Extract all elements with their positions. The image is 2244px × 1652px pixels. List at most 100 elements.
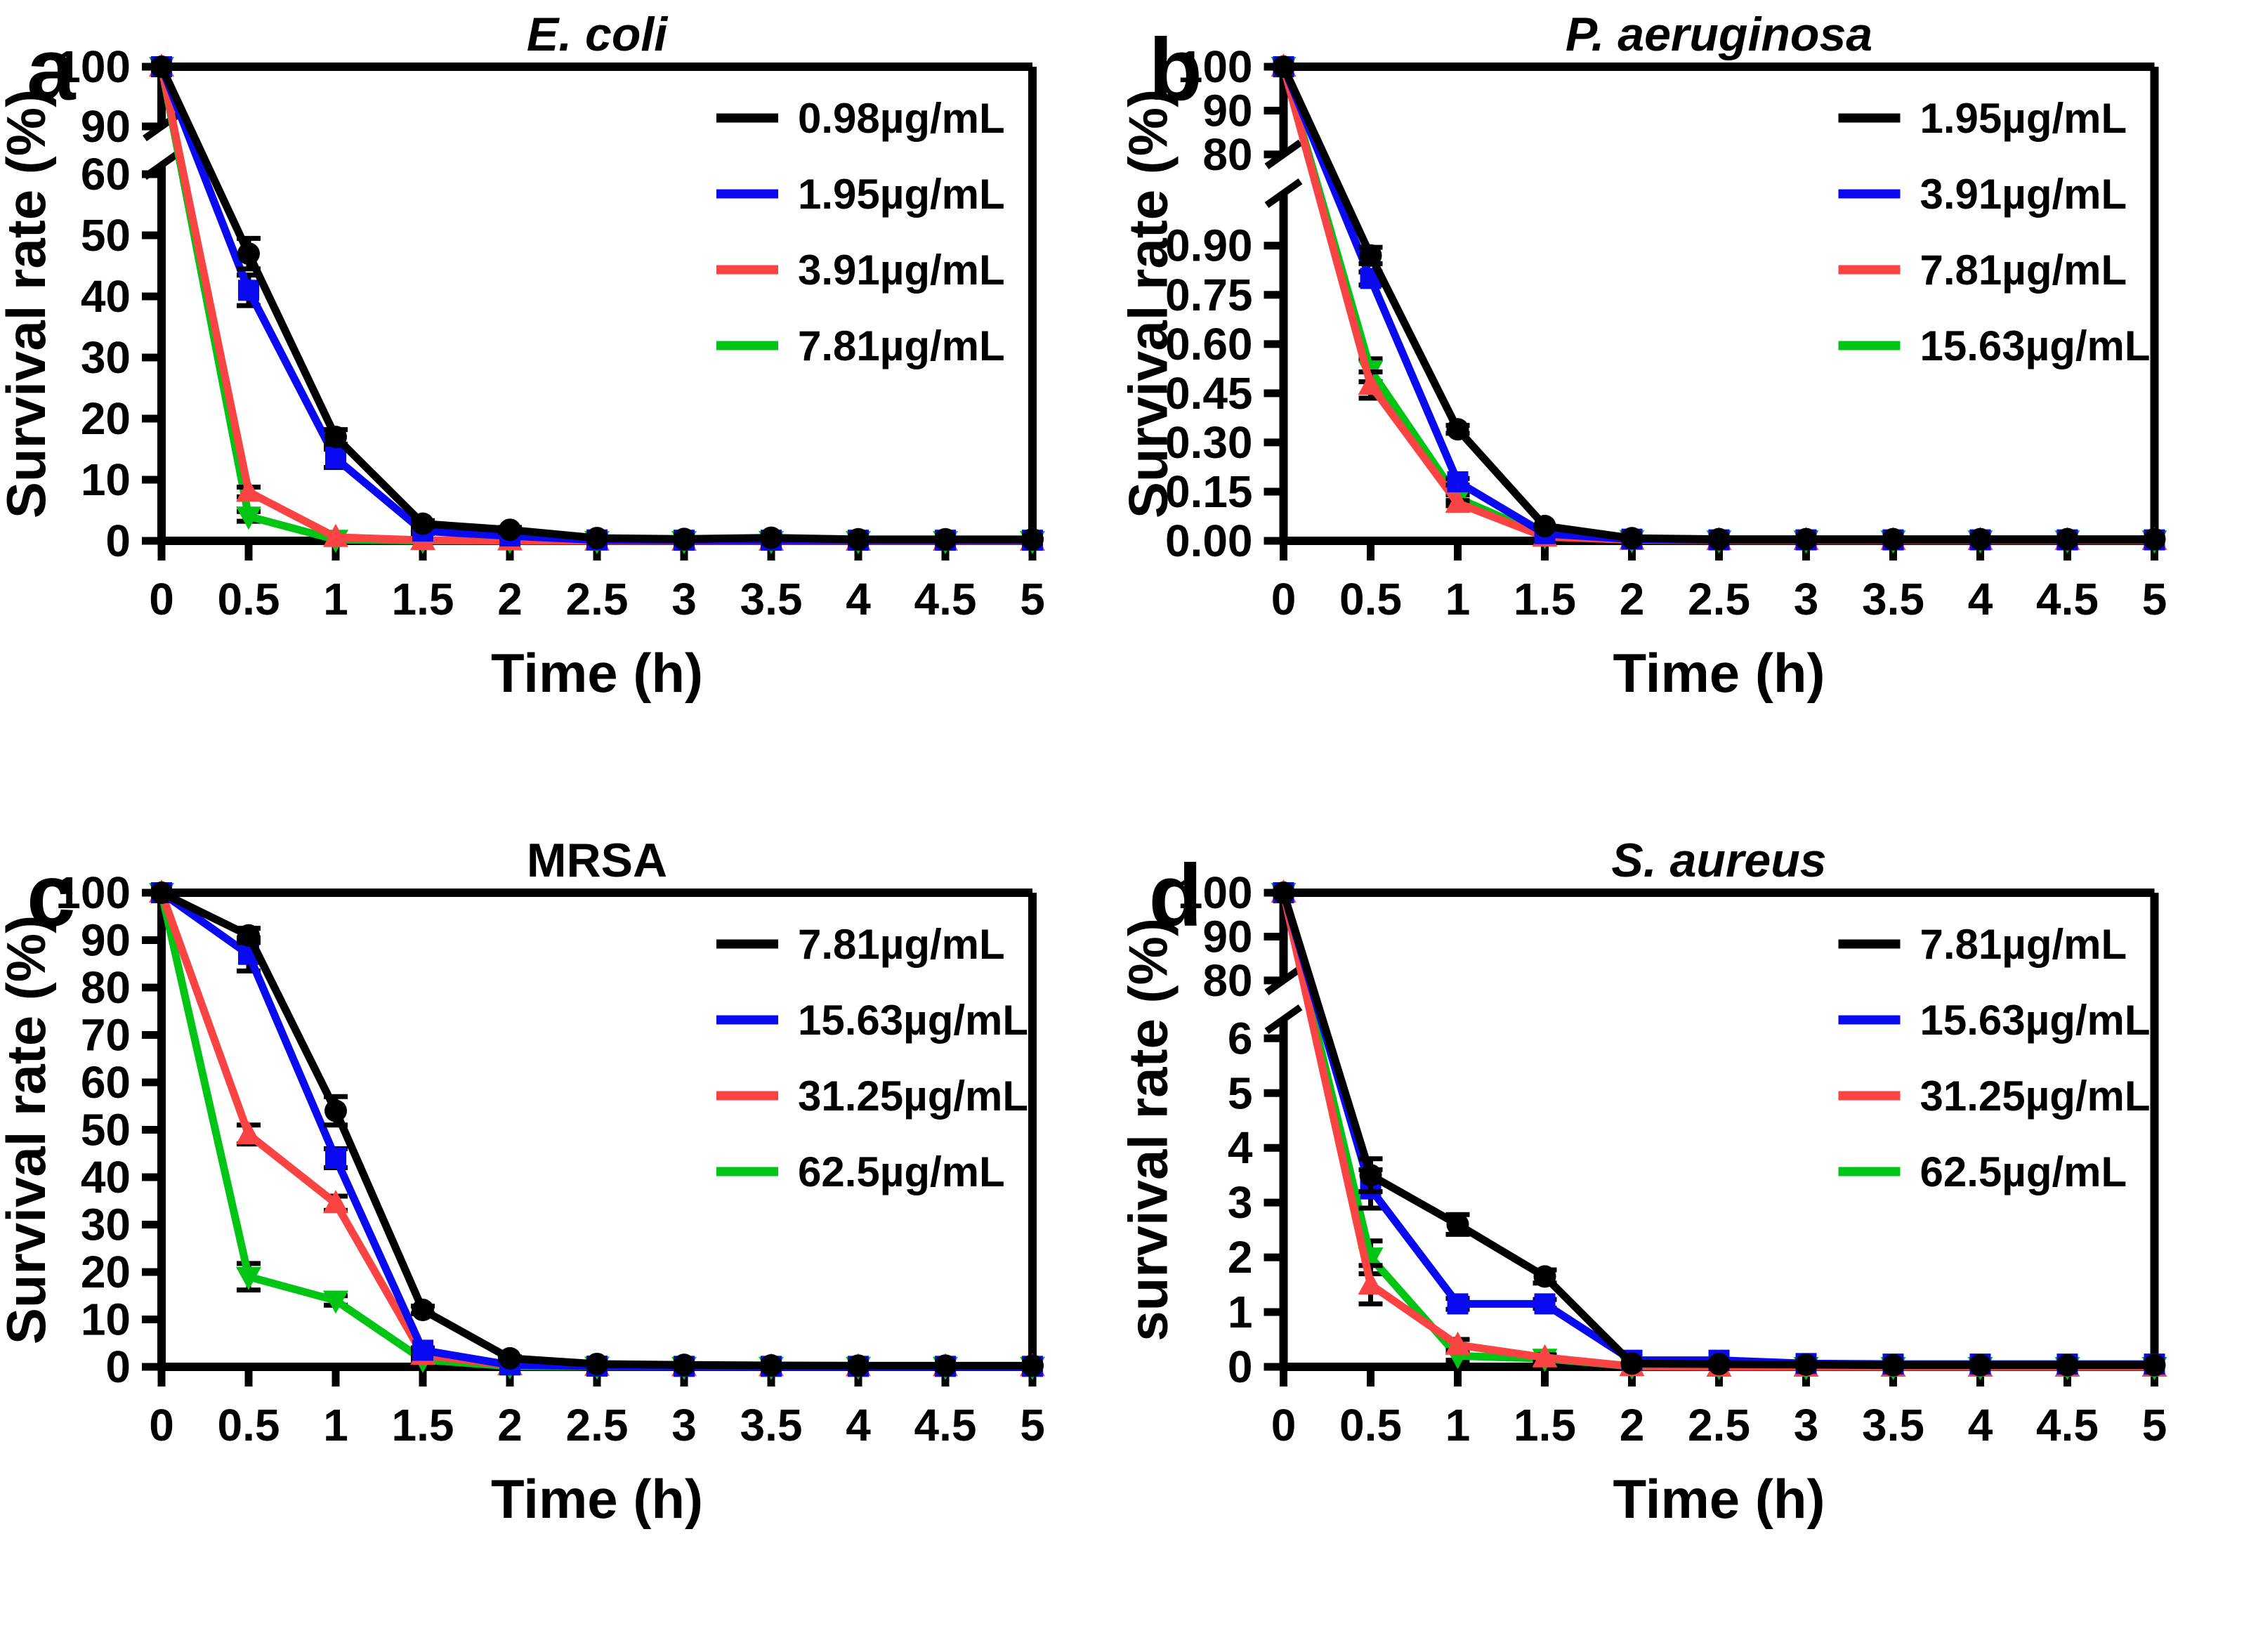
legend-label: 62.5µg/mL (1920, 1148, 2127, 1195)
data-point (324, 1099, 347, 1122)
y-tick-label: 50 (81, 210, 131, 261)
data-point (760, 526, 782, 549)
data-point (1794, 527, 1818, 551)
data-point (324, 426, 347, 449)
data-point (2143, 527, 2166, 551)
panel-c: 100 90 80 70 60 50 40 30 20 10 0 0 0.5 1 1.5 2 2.5 3 3.5 4 4… (0, 826, 1122, 1652)
x-tick-label: 3.5 (1862, 1400, 1924, 1450)
series-0.98µg/mL (150, 55, 1044, 551)
data-point (412, 512, 434, 535)
data-point (2056, 1353, 2079, 1377)
x-tick-label: 0.5 (1339, 1400, 1402, 1450)
legend-label: 15.63µg/mL (798, 997, 1028, 1044)
data-point (1272, 55, 1295, 78)
panel-a: 100 90 60 50 40 30 20 10 0 0 0.5 1 1.5 2 2.5 3 3.5 4 4.5 5 0… (0, 0, 1122, 826)
x-tick-label: 1 (323, 1400, 348, 1450)
data-point (499, 1346, 521, 1370)
x-tick-label: 5 (1020, 1400, 1045, 1450)
y-tick-label: 30 (81, 1200, 131, 1250)
data-point (1533, 514, 1556, 537)
legend-label: 31.25µg/mL (798, 1073, 1028, 1120)
y-tick-label: 3 (1228, 1177, 1253, 1228)
y-tick-label: 4 (1228, 1122, 1253, 1173)
data-point (499, 518, 521, 542)
y-tick-label: 80 (1202, 955, 1252, 1006)
data-point (1446, 418, 1469, 441)
y-tick-label: 100 (55, 41, 131, 92)
data-point (1969, 527, 1992, 551)
x-tick-label: 1.5 (1514, 1400, 1576, 1450)
y-tick-label: 90 (1202, 85, 1252, 136)
y-tick-label: 0 (105, 516, 131, 566)
x-tick-label: 3 (671, 1400, 697, 1450)
data-point (1359, 244, 1382, 267)
legend-label: 7.81µg/mL (798, 921, 1005, 968)
data-point (1794, 1353, 1818, 1376)
x-tick-label: 4 (846, 1400, 871, 1450)
x-tick-label: 2 (497, 1400, 523, 1450)
x-axis: 0 0.5 1 1.5 2 2.5 3 3.5 4 4.5 5 (149, 541, 1045, 624)
data-point (238, 280, 259, 301)
x-tick-label: 0 (1271, 1400, 1297, 1450)
y-tick-label: 20 (81, 1247, 131, 1297)
panel-title: E. coli (527, 8, 669, 61)
x-tick-label: 5 (2142, 1400, 2167, 1450)
panel-title: S. aureus (1611, 834, 1826, 887)
x-tick-label: 0 (149, 1400, 174, 1450)
legend-label: 1.95µg/mL (1920, 95, 2127, 142)
panel-letter: d (1149, 847, 1202, 945)
y-tick-label: 0.30 (1165, 417, 1253, 468)
x-axis-label: Time (h) (1613, 1468, 1825, 1530)
x-tick-label: 4.5 (914, 574, 977, 624)
x-tick-label: 2 (497, 574, 523, 624)
data-point (1620, 1352, 1643, 1375)
x-tick-label: 3.5 (1862, 574, 1924, 624)
y-tick-label: 0.00 (1165, 516, 1253, 566)
data-point (1533, 1265, 1556, 1288)
panel-letter: b (1149, 21, 1202, 119)
data-point (236, 1121, 261, 1145)
x-tick-label: 1.5 (1514, 574, 1576, 624)
legend-label: 31.25µg/mL (1920, 1073, 2151, 1120)
y-tick-label: 100 (55, 867, 131, 918)
series-7.81µg/mL (1272, 881, 2166, 1377)
data-point (1447, 471, 1469, 492)
data-point (236, 478, 261, 502)
x-tick-label: 4.5 (2036, 1400, 2099, 1450)
y-axis-label: Survival rate (%) (0, 89, 57, 518)
x-tick-label: 5 (1020, 574, 1045, 624)
panel-title: MRSA (527, 834, 667, 887)
x-tick-label: 5 (2142, 574, 2167, 624)
data-point (1446, 1213, 1469, 1236)
data-point (586, 527, 608, 550)
x-tick-label: 4 (1968, 1400, 1993, 1450)
legend-label: 0.98µg/mL (798, 95, 1005, 142)
x-tick-label: 1 (1445, 1400, 1471, 1450)
data-point (1707, 1353, 1731, 1376)
x-axis-label: Time (h) (491, 642, 703, 704)
data-point (325, 1148, 346, 1169)
panel-letter: a (27, 21, 77, 119)
data-point (760, 1353, 782, 1377)
data-point (237, 924, 260, 947)
x-axis: 0 0.5 1 1.5 2 2.5 3 3.5 4 4.5 5 (149, 1367, 1045, 1450)
x-tick-label: 2.5 (1688, 1400, 1750, 1450)
y-tick-label: 5 (1228, 1068, 1253, 1118)
y-tick-label: 1 (1228, 1287, 1253, 1337)
y-tick-label: 90 (1202, 911, 1252, 962)
data-point (150, 881, 173, 904)
data-point (1532, 1344, 1558, 1368)
y-tick-label: 0.15 (1165, 466, 1253, 517)
series-7.81µg/mL (150, 881, 1044, 1377)
panel-letter: c (27, 847, 76, 945)
data-point (236, 506, 261, 530)
legend-label: 7.81µg/mL (1920, 921, 2127, 968)
x-tick-label: 3 (671, 574, 697, 624)
y-tick-label: 90 (81, 915, 131, 966)
x-tick-label: 3.5 (740, 574, 803, 624)
x-tick-label: 0 (149, 574, 174, 624)
y-tick-label: 60 (81, 1057, 131, 1108)
